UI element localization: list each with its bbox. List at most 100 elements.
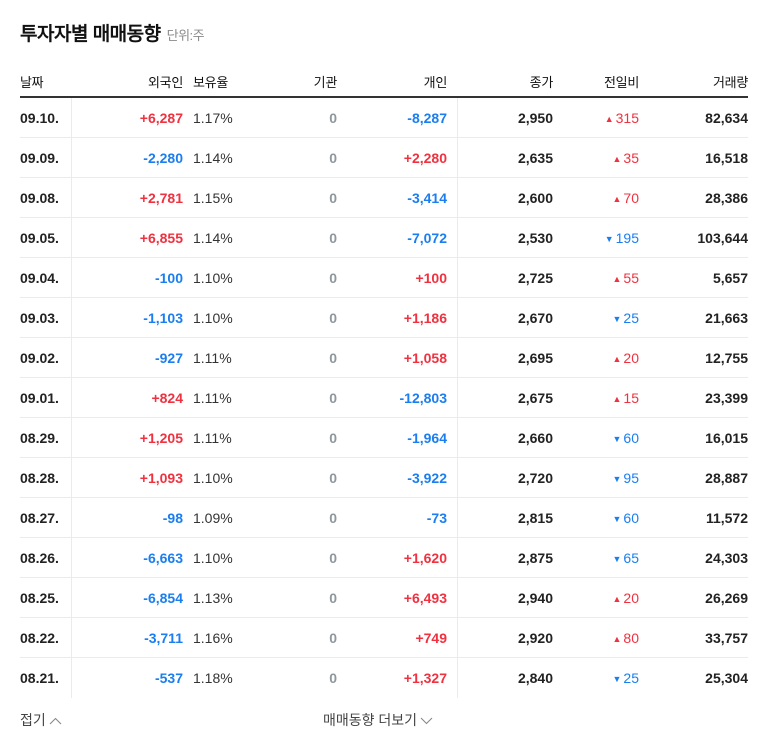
column-divider (71, 138, 72, 177)
foreign-net-cell: -1,103 (143, 310, 183, 326)
chevron-down-icon (420, 712, 433, 728)
holding-ratio-cell: 1.11% (193, 350, 232, 366)
triangle-down-icon: ▼ (612, 514, 622, 524)
column-divider (71, 378, 72, 417)
change-cell: ▲ 20 (613, 578, 640, 618)
holding-ratio-cell: 1.11% (193, 430, 232, 446)
table-row: 09.08. +2,781 1.15% 0 -3,414 2,600 ▲ 70 28,386 (20, 178, 748, 218)
table-row: 09.10. +6,287 1.17% 0 -8,287 2,950 ▲ 315 82,634 (20, 98, 748, 138)
volume-cell: 33,757 (705, 630, 748, 646)
foreign-net-cell: -6,854 (143, 590, 183, 606)
change-value: 20 (623, 590, 639, 606)
column-header-individual: 개인 (423, 75, 448, 90)
column-divider (71, 178, 72, 217)
column-divider (71, 298, 72, 337)
individual-net-cell: +1,327 (403, 670, 447, 686)
change-cell: ▼ 25 (613, 658, 640, 698)
column-divider (457, 138, 458, 177)
table-row: 09.04. -100 1.10% 0 +100 2,725 ▲ 55 5,657 (20, 258, 748, 298)
holding-ratio-cell: 1.14% (193, 230, 233, 246)
date-cell: 09.04. (20, 270, 59, 286)
date-cell: 08.26. (20, 550, 59, 566)
foreign-net-cell: +1,205 (139, 430, 183, 446)
date-cell: 09.09. (20, 150, 59, 166)
column-divider (71, 258, 72, 297)
column-divider (71, 218, 72, 257)
column-divider (71, 618, 72, 657)
institution-net-cell: 0 (329, 510, 337, 526)
volume-cell: 25,304 (705, 670, 748, 686)
change-cell: ▼ 25 (613, 298, 640, 338)
institution-net-cell: 0 (329, 390, 337, 406)
individual-net-cell: +1,620 (403, 550, 447, 566)
change-value: 195 (615, 230, 639, 246)
volume-cell: 11,572 (705, 510, 748, 526)
fold-label: 접기 (20, 712, 46, 728)
table-row: 08.21. -537 1.18% 0 +1,327 2,840 ▼ 25 25,304 (20, 658, 748, 698)
change-cell: ▲ 35 (613, 138, 640, 178)
foreign-net-cell: -2,280 (143, 150, 183, 166)
individual-net-cell: -7,072 (407, 230, 447, 246)
date-cell: 09.05. (20, 230, 59, 246)
close-price-cell: 2,675 (517, 390, 553, 406)
institution-net-cell: 0 (329, 670, 337, 686)
close-price-cell: 2,530 (517, 230, 553, 246)
volume-cell: 12,755 (705, 350, 748, 366)
foreign-net-cell: -537 (154, 670, 183, 686)
date-cell: 08.29. (20, 430, 59, 446)
column-divider (457, 258, 458, 297)
institution-net-cell: 0 (329, 190, 337, 206)
change-cell: ▼ 60 (613, 418, 640, 458)
change-value: 55 (623, 270, 639, 286)
table-row: 09.09. -2,280 1.14% 0 +2,280 2,635 ▲ 35 16,518 (20, 138, 748, 178)
close-price-cell: 2,815 (517, 510, 553, 526)
table-row: 09.03. -1,103 1.10% 0 +1,186 2,670 ▼ 25 21,663 (20, 298, 748, 338)
table-header: 날짜 외국인 보유율 기관 개인 종가 전일비 거래량 (20, 66, 748, 98)
individual-net-cell: -12,803 (399, 390, 447, 406)
date-cell: 08.22. (20, 630, 59, 646)
foreign-net-cell: +2,781 (139, 190, 183, 206)
column-divider (457, 338, 458, 377)
date-cell: 08.27. (20, 510, 59, 526)
volume-cell: 23,399 (705, 390, 748, 406)
column-divider (71, 338, 72, 377)
individual-net-cell: +6,493 (403, 590, 447, 606)
individual-net-cell: +749 (415, 630, 447, 646)
close-price-cell: 2,695 (517, 350, 553, 366)
fold-button[interactable]: 접기 (20, 710, 62, 730)
institution-net-cell: 0 (329, 470, 337, 486)
change-value: 25 (623, 670, 639, 686)
individual-net-cell: +100 (415, 270, 447, 286)
foreign-net-cell: +1,093 (139, 470, 183, 486)
individual-net-cell: +1,186 (403, 310, 447, 326)
foreign-net-cell: -927 (154, 350, 183, 366)
change-cell: ▲ 15 (613, 378, 640, 418)
holding-ratio-cell: 1.17% (193, 110, 233, 126)
foreign-net-cell: +824 (151, 390, 183, 406)
volume-cell: 103,644 (697, 230, 748, 246)
column-divider (71, 658, 72, 698)
holding-ratio-cell: 1.09% (193, 510, 233, 526)
column-header-date: 날짜 (20, 75, 44, 90)
change-cell: ▲ 55 (613, 258, 640, 298)
holding-ratio-cell: 1.16% (193, 630, 233, 646)
individual-net-cell: -73 (426, 510, 447, 526)
column-divider (457, 618, 458, 657)
foreign-net-cell: -100 (154, 270, 183, 286)
more-trading-trend-button[interactable]: 매매동향 더보기 (323, 710, 433, 730)
date-cell: 09.08. (20, 190, 59, 206)
holding-ratio-cell: 1.18% (193, 670, 233, 686)
change-value: 95 (623, 470, 639, 486)
triangle-up-icon: ▲ (612, 194, 622, 204)
column-divider (457, 378, 458, 417)
column-divider (457, 298, 458, 337)
column-header-institution: 기관 (313, 75, 338, 90)
volume-cell: 28,887 (705, 470, 748, 486)
page-title: 투자자별 매매동향 (20, 24, 161, 45)
foreign-net-cell: -3,711 (144, 630, 183, 646)
volume-cell: 24,303 (705, 550, 748, 566)
close-price-cell: 2,720 (517, 470, 553, 486)
change-value: 20 (623, 350, 639, 366)
close-price-cell: 2,840 (517, 670, 553, 686)
close-price-cell: 2,920 (517, 630, 553, 646)
